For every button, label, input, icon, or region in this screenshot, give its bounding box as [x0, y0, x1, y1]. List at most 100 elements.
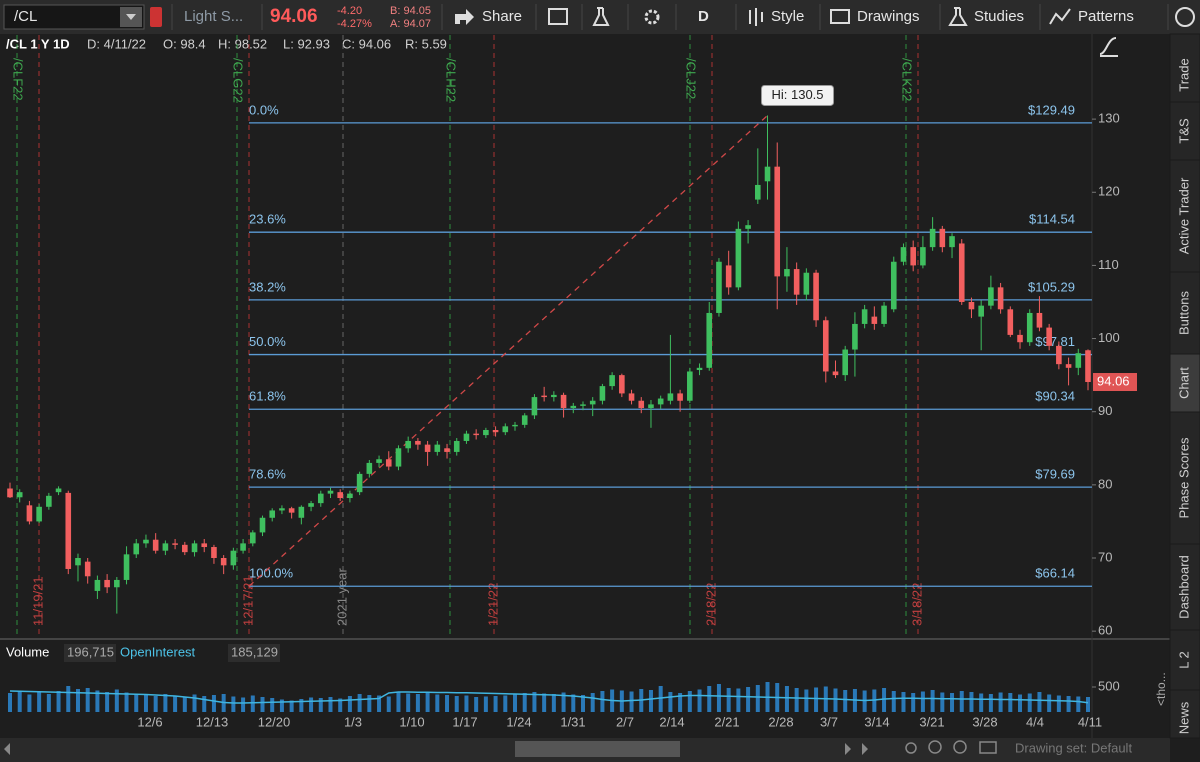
x-tick-label: 12/20 — [258, 714, 291, 729]
volume-bar — [707, 686, 712, 712]
candle-body — [725, 265, 732, 288]
x-tick-label: 12/13 — [196, 714, 229, 729]
volume-bar — [163, 694, 168, 712]
candle-body — [385, 459, 392, 467]
volume-bar — [182, 697, 187, 712]
volume-bar — [862, 690, 867, 712]
fib-percent: 38.2% — [249, 279, 286, 294]
volume-bar — [75, 689, 80, 712]
volume-bar — [911, 693, 916, 712]
fib-price: $66.14 — [1035, 566, 1075, 581]
candle-body — [793, 269, 800, 295]
volume-bar — [143, 695, 148, 712]
candle-body — [1017, 334, 1023, 343]
candle-body — [745, 225, 751, 229]
studies-button[interactable]: Studies — [974, 8, 1024, 25]
candle-body — [347, 493, 353, 499]
candle-body — [929, 228, 936, 248]
last-price-badge — [1093, 373, 1137, 392]
side-tab[interactable] — [1169, 543, 1200, 631]
scroll-thumb[interactable] — [515, 741, 680, 757]
drawing-set[interactable]: Drawing set: Default — [1015, 740, 1132, 755]
side-tab[interactable] — [1169, 629, 1200, 691]
candle-body — [366, 462, 373, 474]
fib-percent: 50.0% — [249, 334, 286, 349]
side-tab[interactable] — [1169, 353, 1200, 413]
volume-bar — [678, 693, 683, 712]
description: Light S... — [184, 8, 243, 25]
alert-badge[interactable] — [150, 7, 162, 27]
volume-bar — [687, 691, 692, 712]
candle-body — [949, 236, 955, 248]
candle-body — [201, 543, 208, 548]
change: -4.20 — [337, 5, 362, 17]
volume-unit: <tho... — [1154, 672, 1168, 706]
volume-bar — [736, 688, 741, 712]
high-callout-box — [761, 84, 835, 106]
volume-bar — [114, 689, 119, 712]
volume-bar — [270, 698, 275, 712]
candle-body — [1026, 312, 1033, 343]
candle-body — [958, 243, 965, 302]
volume-tick-label: 500 — [1098, 678, 1120, 693]
volume-bar — [56, 691, 61, 712]
studies-quick-icon[interactable] — [1099, 37, 1118, 57]
side-tab[interactable] — [1169, 159, 1200, 273]
patterns-icon — [1049, 8, 1071, 25]
fib-percent: 61.8% — [249, 389, 286, 404]
volume-bar — [328, 697, 333, 712]
flask-icon[interactable] — [592, 7, 610, 26]
volume-bar — [483, 696, 488, 712]
volume-bar — [386, 696, 391, 712]
volume-bar — [571, 694, 576, 712]
candle-body — [619, 375, 625, 394]
volume-bar — [988, 694, 993, 712]
aggregation[interactable]: D — [698, 8, 709, 25]
candle-body — [279, 508, 285, 511]
volume-bar — [493, 696, 498, 712]
candle-body — [910, 247, 916, 266]
share-button[interactable]: Share — [482, 8, 522, 25]
candle-body — [1007, 309, 1014, 335]
volume-bar — [658, 686, 663, 712]
volume-total-box — [64, 644, 116, 662]
patterns-button[interactable]: Patterns — [1078, 8, 1134, 25]
zoom-icons[interactable] — [905, 740, 997, 754]
candle-body — [16, 492, 23, 498]
candle-body — [696, 367, 703, 371]
volume-bar — [338, 698, 343, 712]
volume-bar — [522, 693, 527, 712]
candle-body — [871, 316, 878, 324]
candle-body — [317, 493, 324, 504]
candle-body — [764, 166, 771, 182]
candle-body — [211, 547, 217, 559]
volume-bar — [503, 695, 508, 712]
candle-body — [1036, 312, 1043, 328]
volume-bar — [357, 694, 362, 712]
drawings-button[interactable]: Drawings — [857, 8, 920, 25]
volume-bar — [250, 695, 255, 712]
side-tab[interactable] — [1169, 689, 1200, 739]
fib-price: $129.49 — [1028, 102, 1075, 117]
side-tab[interactable] — [1169, 411, 1200, 545]
candle-body — [842, 349, 849, 376]
volume-bar — [833, 688, 838, 712]
help-icon[interactable] — [1175, 7, 1195, 27]
volume-bar — [629, 691, 634, 712]
candle-body — [803, 272, 810, 295]
side-tab-label: News — [1176, 701, 1191, 734]
candle-body — [900, 247, 907, 262]
x-tick-label: 1/31 — [560, 714, 585, 729]
y-tick-label: 130 — [1098, 111, 1120, 126]
snapshot-icon[interactable] — [548, 8, 568, 25]
settings-icon[interactable] — [644, 9, 660, 25]
volume-bar — [377, 695, 382, 712]
style-button[interactable]: Style — [771, 8, 804, 25]
volume-bar — [66, 686, 71, 712]
volume-bar — [367, 695, 372, 712]
candle-body — [249, 532, 256, 544]
side-tab[interactable] — [1169, 33, 1200, 103]
volume-bar — [1086, 697, 1090, 712]
side-tab-label: Buttons — [1176, 290, 1191, 335]
volume-bar — [211, 695, 216, 712]
